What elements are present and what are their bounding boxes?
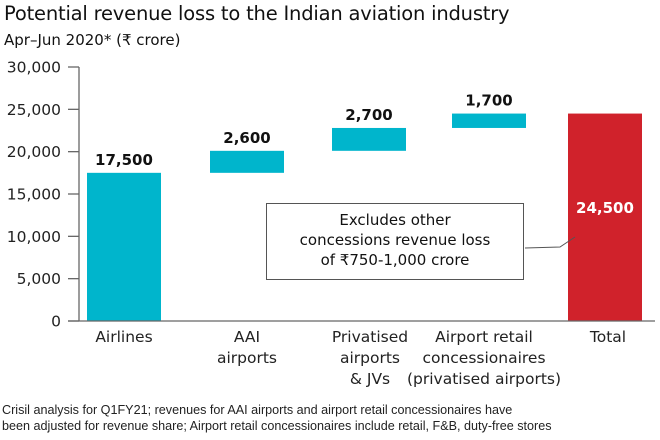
y-tick-label: 5,000 xyxy=(17,270,61,288)
category-label: airports xyxy=(217,349,277,367)
category-label: concessionaires xyxy=(422,349,545,367)
footnote-line: Crisil analysis for Q1FY21; revenues for… xyxy=(2,403,513,417)
value-label: 1,700 xyxy=(465,92,512,110)
y-tick-label: 0 xyxy=(51,313,61,331)
annotation-leader-line xyxy=(524,236,576,249)
bar-2 xyxy=(210,150,284,173)
waterfall-chart: 17,500 2,600 2,700 1,700 24,500 Airlines AAI a… xyxy=(7,59,655,388)
category-label: Privatised xyxy=(332,328,408,346)
category-label: (privatised airports) xyxy=(407,370,561,388)
annotation-line: concessions revenue loss xyxy=(299,231,491,249)
y-tick-label: 20,000 xyxy=(7,143,61,161)
bar-5 xyxy=(568,113,642,321)
bars xyxy=(87,113,642,321)
chart-subtitle: Apr–Jun 2020* (₹ crore) xyxy=(4,31,181,49)
footnote-line: been adjusted for revenue share; Airport… xyxy=(2,419,552,433)
bar-4 xyxy=(452,113,526,128)
category-label: airports xyxy=(340,349,400,367)
value-labels: 17,500 2,600 2,700 1,700 24,500 xyxy=(95,92,634,218)
category-label: Airlines xyxy=(95,328,152,346)
value-label: 2,600 xyxy=(223,129,270,147)
category-label: Total xyxy=(589,328,626,346)
category-labels: Airlines AAI airports Privatised airports & J… xyxy=(95,328,626,388)
footnote: Crisil analysis for Q1FY21; revenues for… xyxy=(2,402,552,434)
value-label: 17,500 xyxy=(95,151,153,169)
category-label: Airport retail xyxy=(435,328,533,346)
y-tick-label: 25,000 xyxy=(7,101,61,119)
y-tick-label: 10,000 xyxy=(7,228,61,246)
value-label: 24,500 xyxy=(576,199,634,217)
bar-1 xyxy=(87,172,161,321)
bar-3 xyxy=(332,127,406,151)
annotation-line: Excludes other xyxy=(339,211,451,229)
y-tick-label: 30,000 xyxy=(7,59,61,77)
value-label: 2,700 xyxy=(345,106,392,124)
category-label: & JVs xyxy=(350,370,390,388)
annotation-line: of ₹750-1,000 crore xyxy=(320,251,470,269)
category-label: AAI xyxy=(234,328,260,346)
y-tick-label: 15,000 xyxy=(7,186,61,204)
chart-title: Potential revenue loss to the Indian avi… xyxy=(4,2,510,25)
annotation-box: Excludes other concessions revenue loss … xyxy=(266,203,524,280)
axes: 0 5,000 10,000 15,000 20,000 25,000 30,000 xyxy=(7,59,655,331)
